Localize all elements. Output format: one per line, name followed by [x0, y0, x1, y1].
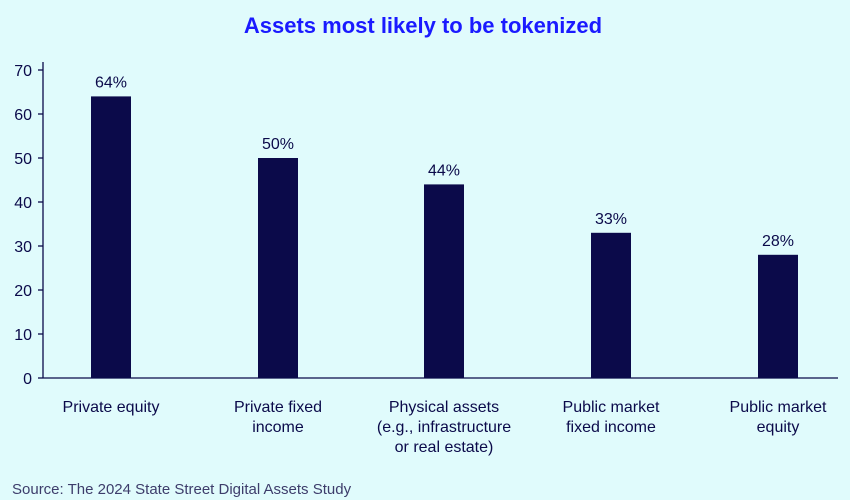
data-label: 50%	[262, 136, 294, 153]
x-tick-label-line: Public market	[730, 399, 827, 416]
x-tick-label: Public market equity	[730, 399, 827, 436]
y-tick-label: 10	[14, 327, 32, 344]
bar	[758, 254, 798, 378]
x-tick-label: Private equity	[63, 399, 160, 416]
y-tick-label: 60	[14, 107, 32, 124]
y-tick-label: 40	[14, 195, 32, 212]
data-label: 64%	[95, 74, 127, 91]
bar	[91, 96, 131, 379]
source-note: Source: The 2024 State Street Digital As…	[12, 481, 352, 498]
y-tick-label: 0	[23, 371, 32, 388]
bar	[424, 184, 464, 378]
x-tick-label-line: equity	[757, 419, 800, 436]
y-axis: 0 10 20 30 40 50 60 70	[14, 62, 44, 388]
x-tick-label: Physical assets (e.g., infrastructure or r…	[377, 399, 511, 456]
x-tick-label: Private fixed income	[234, 399, 322, 436]
y-tick-label: 50	[14, 151, 32, 168]
x-tick-label: Public market fixed income	[563, 399, 660, 436]
x-axis: Private equity Private fixed income Physica…	[43, 377, 838, 456]
chart-title: Assets most likely to be tokenized	[244, 13, 602, 38]
bar	[591, 232, 631, 378]
x-tick-label-line: or real estate)	[395, 439, 494, 456]
x-tick-label-line: Private fixed	[234, 399, 322, 416]
x-tick-label-line: (e.g., infrastructure	[377, 419, 511, 436]
x-tick-label-line: Private equity	[63, 399, 160, 416]
data-label: 28%	[762, 233, 794, 250]
bars-group: 64% 50% 44% 33% 28%	[91, 74, 798, 379]
x-tick-label-line: Physical assets	[389, 399, 499, 416]
data-label: 33%	[595, 211, 627, 228]
y-tick-label: 20	[14, 283, 32, 300]
y-tick-label: 30	[14, 239, 32, 256]
data-label: 44%	[428, 162, 460, 179]
x-tick-label-line: fixed income	[566, 419, 656, 436]
x-tick-label-line: Public market	[563, 399, 660, 416]
bar	[258, 158, 298, 378]
y-tick-label: 70	[14, 63, 32, 80]
x-tick-label-line: income	[252, 419, 304, 436]
